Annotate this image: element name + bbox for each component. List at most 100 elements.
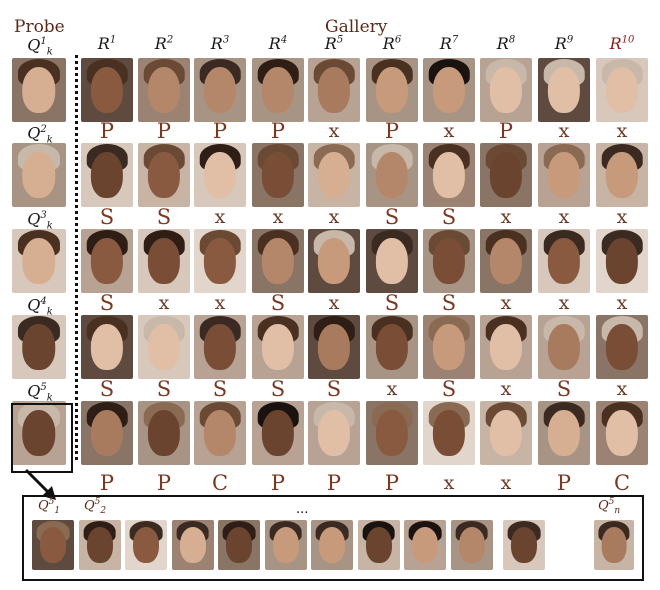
rank-symbol: R	[154, 34, 167, 53]
match-mark-r1-c9: x	[558, 120, 570, 142]
gallery-face-r1-c3	[194, 58, 246, 122]
match-mark-r5-c6: P	[384, 471, 400, 495]
probe-label-1: Q1k	[27, 35, 53, 58]
match-mark-r5-c2: P	[156, 471, 172, 495]
sequence-label-first: Q51	[38, 497, 61, 516]
probe-5-highlight-box	[11, 403, 73, 473]
sequence-face-last	[594, 520, 634, 570]
gallery-face-r1-c1	[81, 58, 133, 122]
match-mark-r5-c4: P	[270, 471, 286, 495]
match-mark-r5-c1: P	[99, 471, 115, 495]
match-mark-r5-c5: P	[326, 471, 342, 495]
gallery-face-r5-c6	[366, 401, 418, 465]
match-mark-r3-c5: x	[328, 292, 340, 314]
match-mark-r3-c9: x	[558, 292, 570, 314]
gallery-face-r2-c7	[423, 143, 475, 207]
match-mark-r5-c7: x	[443, 472, 455, 494]
match-mark-r2-c3: x	[214, 206, 226, 228]
sequence-face-8	[357, 520, 400, 570]
match-mark-r1-c8: P	[498, 119, 514, 143]
match-mark-r3-c8: x	[500, 292, 512, 314]
gallery-face-r3-c3	[194, 229, 246, 293]
gallery-face-r3-c4	[252, 229, 304, 293]
rank-label-3: R3	[194, 34, 246, 53]
gallery-header: Gallery	[325, 17, 388, 37]
match-mark-r4-c6: x	[386, 378, 398, 400]
gallery-face-r5-c2	[138, 401, 190, 465]
match-mark-r1-c6: P	[384, 119, 400, 143]
sequence-face-10	[450, 520, 493, 570]
gallery-face-r4-c5	[308, 315, 360, 379]
rank-number: 8	[508, 34, 516, 46]
gallery-face-r2-c6	[366, 143, 418, 207]
gallery-face-r3-c1	[81, 229, 133, 293]
match-mark-r2-c2: S	[156, 205, 172, 229]
rank-label-9: R9	[538, 34, 590, 53]
gallery-face-r1-c2	[138, 58, 190, 122]
match-mark-r1-c5: x	[328, 120, 340, 142]
sequence-label-last: Q5n	[598, 497, 621, 516]
probe-face-5	[12, 401, 66, 465]
gallery-face-r3-c5	[308, 229, 360, 293]
match-mark-r2-c7: S	[441, 205, 457, 229]
match-mark-r2-c6: S	[384, 205, 400, 229]
rank-symbol: R	[609, 34, 622, 53]
match-mark-r1-c2: P	[156, 119, 172, 143]
match-mark-r2-c10: x	[616, 206, 628, 228]
match-mark-r1-c3: P	[212, 119, 228, 143]
probe-face-3	[12, 229, 66, 293]
gallery-face-r1-c4	[252, 58, 304, 122]
rank-label-6: R6	[366, 34, 418, 53]
rank-number: 7	[451, 34, 459, 46]
gallery-face-r4-c6	[366, 315, 418, 379]
probe-5-sequence-box	[22, 495, 644, 581]
match-mark-r4-c10: x	[616, 378, 628, 400]
match-mark-r2-c4: x	[272, 206, 284, 228]
probe-label-4: Q4k	[27, 295, 53, 318]
rank-number: 9	[566, 34, 574, 46]
gallery-face-r2-c1	[81, 143, 133, 207]
rank-number: 3	[222, 34, 230, 46]
sequence-face-7	[311, 520, 353, 570]
gallery-face-r4-c4	[252, 315, 304, 379]
gallery-face-r1-c7	[423, 58, 475, 122]
rank-number: 2	[166, 34, 174, 46]
gallery-face-r5-c7	[423, 401, 475, 465]
gallery-face-r3-c8	[480, 229, 532, 293]
rank-label-10: R10	[596, 34, 648, 53]
probe-gallery-divider	[75, 55, 78, 460]
match-mark-r4-c2: S	[156, 377, 172, 401]
sequence-face-9	[404, 520, 446, 570]
match-mark-r3-c4: S	[270, 291, 286, 315]
rank-symbol: R	[268, 34, 281, 53]
match-mark-r4-c4: S	[270, 377, 286, 401]
sequence-face-1	[32, 520, 74, 570]
rank-number: 4	[280, 34, 288, 46]
rank-number: 1	[109, 34, 117, 46]
match-mark-r3-c10: x	[616, 292, 628, 314]
gallery-face-r1-c10	[596, 58, 648, 122]
match-mark-r4-c8: x	[500, 378, 512, 400]
sequence-face-2	[78, 520, 121, 570]
rank-symbol: R	[382, 34, 395, 53]
rank-label-1: R1	[81, 34, 133, 53]
gallery-face-r4-c7	[423, 315, 475, 379]
gallery-face-r2-c5	[308, 143, 360, 207]
sequence-ellipsis: ...	[296, 502, 309, 517]
match-mark-r4-c7: S	[441, 377, 457, 401]
gallery-face-r2-c9	[538, 143, 590, 207]
match-mark-r5-c9: P	[556, 471, 572, 495]
match-mark-r2-c9: x	[558, 206, 570, 228]
gallery-face-r3-c10	[596, 229, 648, 293]
gallery-face-r2-c10	[596, 143, 648, 207]
rank-number: 10	[621, 34, 635, 46]
rank-label-8: R8	[480, 34, 532, 53]
match-mark-r5-c10: C	[613, 471, 631, 495]
match-mark-r3-c7: S	[441, 291, 457, 315]
gallery-face-r2-c3	[194, 143, 246, 207]
probe-label-5: Q5k	[27, 381, 53, 404]
match-mark-r4-c3: S	[212, 377, 228, 401]
gallery-face-r5-c10	[596, 401, 648, 465]
gallery-face-r5-c9	[538, 401, 590, 465]
match-mark-r3-c2: x	[158, 292, 170, 314]
